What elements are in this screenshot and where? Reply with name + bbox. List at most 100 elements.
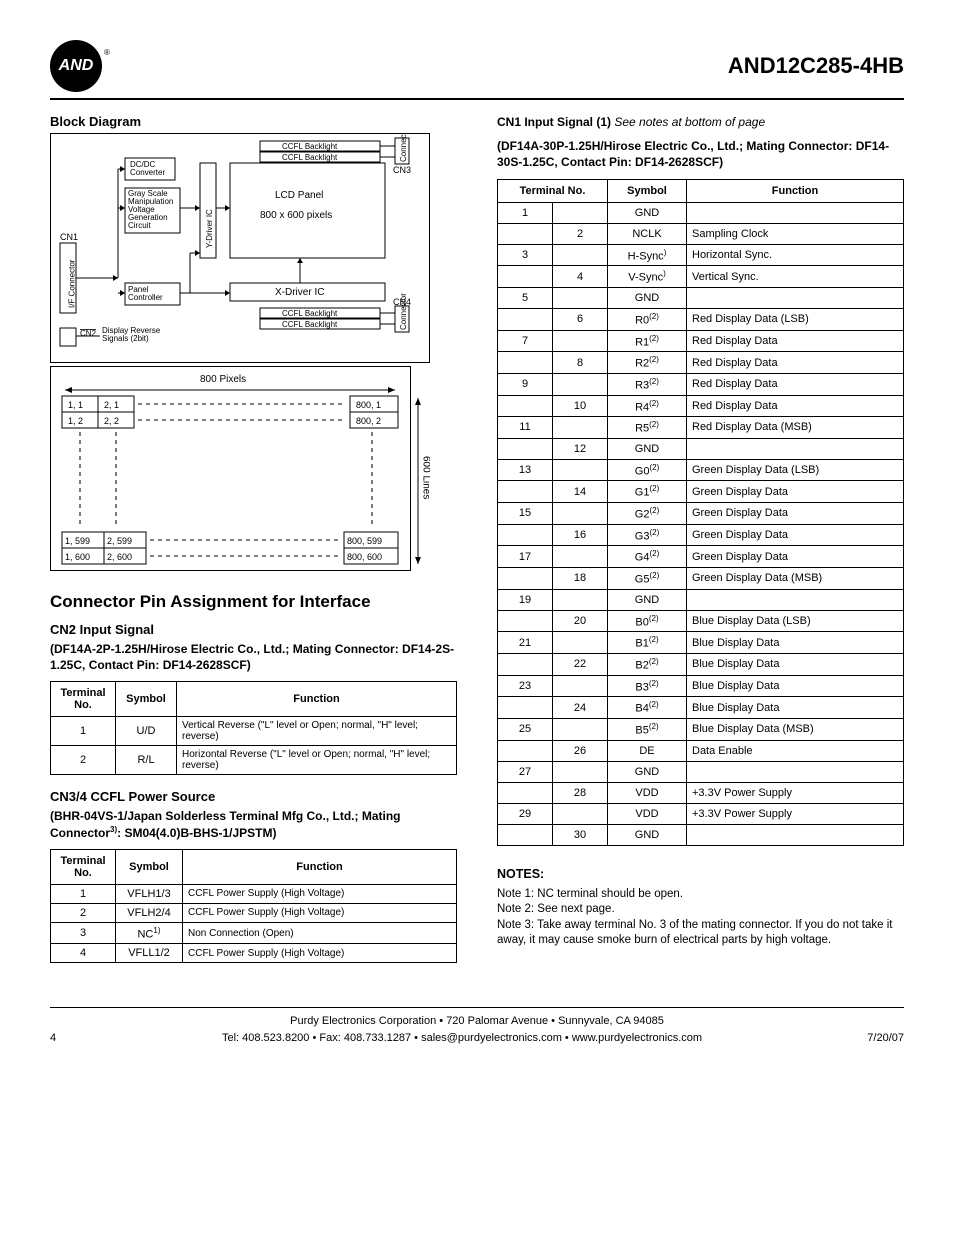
cell-fn: Sampling Clock (687, 223, 904, 244)
cell-fn: Red Display Data (MSB) (687, 417, 904, 439)
cn34-table: Terminal No. Symbol Function 1 VFLH1/3 C… (50, 849, 457, 964)
cell-sym: G5(2) (608, 568, 687, 590)
cell-no: 2 (51, 903, 116, 922)
cell-fn (687, 287, 904, 308)
cell-no-a: 19 (498, 589, 553, 610)
table-row: 23 B3(2) Blue Display Data (498, 675, 904, 697)
cell-no-a: 25 (498, 719, 553, 741)
svg-text:LCD Panel: LCD Panel (275, 190, 323, 201)
svg-text:X-Driver IC: X-Driver IC (275, 287, 324, 298)
table-row: 5 GND (498, 287, 904, 308)
table-row: 26 DE Data Enable (498, 740, 904, 761)
cell-no-b (553, 803, 608, 824)
cell-sym: GND (608, 287, 687, 308)
note-3: Note 3: Take away terminal No. 3 of the … (497, 918, 904, 949)
svg-text:1, 599: 1, 599 (65, 536, 90, 546)
cn34-th-fn: Function (183, 849, 457, 884)
cell-no-a (498, 697, 553, 719)
cell-sym: H-Sync) (608, 244, 687, 266)
cell-fn: Blue Display Data (687, 675, 904, 697)
cell-sym: B5(2) (608, 719, 687, 741)
table-row: 17 G4(2) Green Display Data (498, 546, 904, 568)
cell-no-a (498, 438, 553, 459)
svg-text:800, 2: 800, 2 (356, 416, 381, 426)
cell-fn: Vertical Sync. (687, 266, 904, 288)
table-row: 1 VFLH1/3 CCFL Power Supply (High Voltag… (51, 884, 457, 903)
cell-fn: Green Display Data (LSB) (687, 459, 904, 481)
part-number: AND12C285-4HB (728, 53, 904, 79)
cell-no-b (553, 546, 608, 568)
left-column: Block Diagram I/F Connector CN1 CN2 Disp… (50, 114, 457, 977)
note-2: Note 2: See next page. (497, 902, 904, 918)
connector-heading: Connector Pin Assignment for Interface (50, 592, 457, 612)
cell-no-a (498, 568, 553, 590)
cn34-th-sym: Symbol (116, 849, 183, 884)
cell-sym: B3(2) (608, 675, 687, 697)
cn1-subtitle: (DF14A-30P-1.25H/Hirose Electric Co., Lt… (497, 138, 904, 170)
table-row: 2 R/L Horizontal Reverse ("L" level or O… (51, 746, 457, 775)
cell-no-a (498, 223, 553, 244)
cell-sym: R0(2) (608, 308, 687, 330)
cell-sym: G4(2) (608, 546, 687, 568)
cell-no-b: 4 (553, 266, 608, 288)
cell-no-a: 3 (498, 244, 553, 266)
cell-fn: Blue Display Data (LSB) (687, 610, 904, 632)
cell-sym: V-Sync) (608, 266, 687, 288)
cell-no-a: 15 (498, 503, 553, 525)
cell-fn: Red Display Data (687, 373, 904, 395)
table-row: 30 GND (498, 824, 904, 845)
cell-fn: Red Display Data (LSB) (687, 308, 904, 330)
cell-no-b: 6 (553, 308, 608, 330)
table-row: 21 B1(2) Blue Display Data (498, 632, 904, 654)
svg-text:2, 599: 2, 599 (107, 536, 132, 546)
cell-no-a: 9 (498, 373, 553, 395)
cell-sym: G1(2) (608, 481, 687, 503)
cell-no-b: 16 (553, 524, 608, 546)
cell-sym: G2(2) (608, 503, 687, 525)
notes-section: NOTES: Note 1: NC terminal should be ope… (497, 866, 904, 949)
cell-no-b (553, 202, 608, 223)
cell-sym: GND (608, 202, 687, 223)
cell-no: 4 (51, 944, 116, 963)
table-row: 16 G3(2) Green Display Data (498, 524, 904, 546)
cell-sym: GND (608, 589, 687, 610)
cell-fn: Blue Display Data (687, 632, 904, 654)
svg-text:I/F Connector: I/F Connector (68, 259, 77, 308)
cell-no-a: 27 (498, 761, 553, 782)
cell-sym: B0(2) (608, 610, 687, 632)
cell-sym: NCLK (608, 223, 687, 244)
table-row: 29 VDD +3.3V Power Supply (498, 803, 904, 824)
cell-no-a (498, 782, 553, 803)
svg-text:800 Pixels: 800 Pixels (200, 374, 246, 385)
cell-fn: Non Connection (Open) (183, 922, 457, 944)
cell-sym: G3(2) (608, 524, 687, 546)
svg-text:800, 1: 800, 1 (356, 400, 381, 410)
cell-no-a: 1 (498, 202, 553, 223)
cell-no-a (498, 654, 553, 676)
cell-no-b (553, 330, 608, 352)
table-row: 4 V-Sync) Vertical Sync. (498, 266, 904, 288)
cell-fn: Horizontal Reverse ("L" level or Open; n… (177, 746, 457, 775)
svg-text:600 Lines: 600 Lines (421, 456, 431, 499)
cell-sym: U/D (116, 717, 177, 746)
cell-no: 1 (51, 884, 116, 903)
cell-no-a (498, 308, 553, 330)
svg-text:800 x 600 pixels: 800 x 600 pixels (260, 210, 332, 221)
svg-text:2, 2: 2, 2 (104, 416, 119, 426)
page-number: 4 (50, 1032, 80, 1044)
cn1-th-no: Terminal No. (498, 179, 608, 202)
table-row: 11 R5(2) Red Display Data (MSB) (498, 417, 904, 439)
svg-text:CN1: CN1 (60, 232, 78, 242)
table-row: 13 G0(2) Green Display Data (LSB) (498, 459, 904, 481)
table-row: 8 R2(2) Red Display Data (498, 352, 904, 374)
page-header: AND ® AND12C285-4HB (50, 40, 904, 100)
cell-no-b: 24 (553, 697, 608, 719)
cn1-th-sym: Symbol (608, 179, 687, 202)
cell-fn: Red Display Data (687, 395, 904, 417)
cell-fn: Red Display Data (687, 330, 904, 352)
cell-fn: Green Display Data (687, 503, 904, 525)
cn1-title: CN1 Input Signal (1) See notes at bottom… (497, 114, 904, 130)
cell-fn: Red Display Data (687, 352, 904, 374)
table-row: 28 VDD +3.3V Power Supply (498, 782, 904, 803)
cell-fn: CCFL Power Supply (High Voltage) (183, 944, 457, 963)
